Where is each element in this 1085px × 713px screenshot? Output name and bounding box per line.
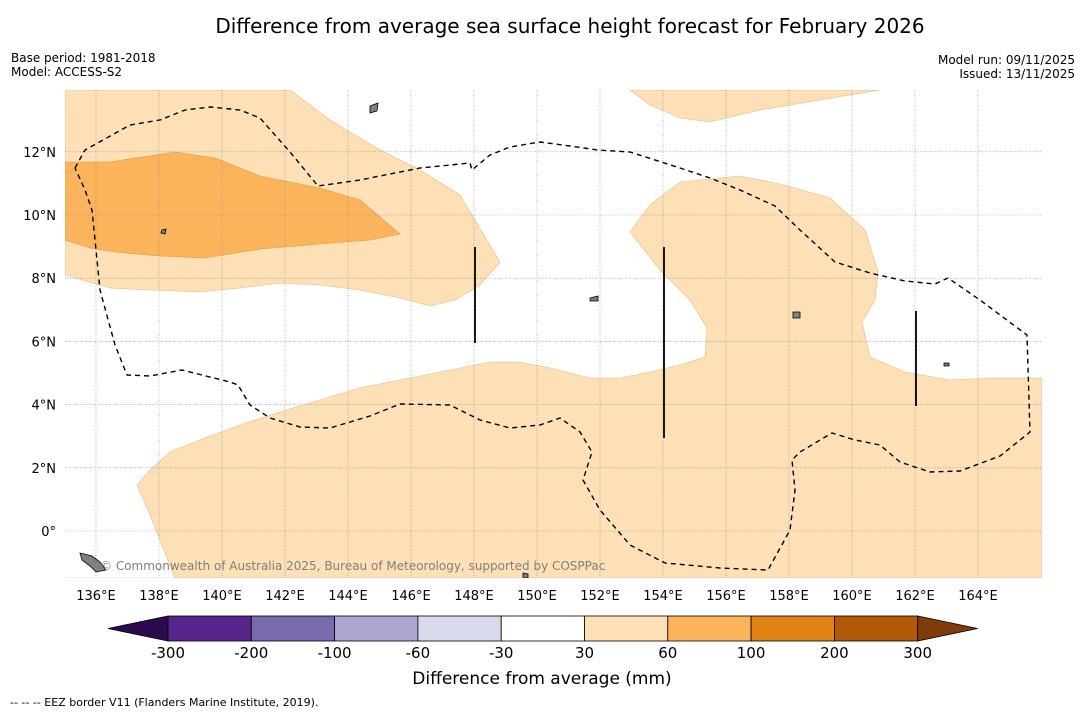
- colorbar-segment: [334, 615, 419, 642]
- map-title: Difference from average sea surface heig…: [215, 14, 925, 38]
- colorbar-tick-label: -60: [406, 644, 431, 662]
- colorbar-title: Difference from average (mm): [412, 669, 671, 689]
- colorbar-tick-label: -30: [489, 644, 514, 662]
- colorbar-tick-label: 60: [658, 644, 677, 662]
- colorbar-segment: [167, 615, 252, 642]
- lat-tick-label: 2°N: [32, 462, 57, 477]
- colorbar-segment: [834, 615, 919, 642]
- lon-tick-label: 154°E: [643, 589, 683, 604]
- colorbar-segment: [667, 615, 752, 642]
- lon-tick-label: 156°E: [706, 589, 746, 604]
- colorbar-extend-low: [107, 615, 169, 642]
- islands: [79, 102, 950, 578]
- eez-footnote: -- -- -- EEZ border V11 (Flanders Marine…: [10, 696, 319, 709]
- colorbar: -300 -200 -100 -60 -30 30 60 100 200 300: [107, 615, 978, 662]
- meta-left: Base period: 1981-2018 Model: ACCESS-S2: [11, 51, 156, 79]
- colorbar-tick-label: 200: [820, 644, 849, 662]
- lat-tick-label: 10°N: [23, 209, 56, 224]
- lat-tick-label: 6°N: [32, 335, 57, 350]
- lon-tick-label: 164°E: [958, 589, 998, 604]
- copyright-text: © Commonwealth of Australia 2025, Bureau…: [100, 559, 605, 573]
- meta-right: Model run: 09/11/2025 Issued: 13/11/2025: [938, 53, 1075, 81]
- lon-tick-label: 148°E: [454, 589, 494, 604]
- lon-tick-label: 160°E: [832, 589, 872, 604]
- map-area: [65, 90, 1042, 578]
- colorbar-tick-label: 300: [903, 644, 932, 662]
- base-period: Base period: 1981-2018: [11, 51, 156, 65]
- colorbar-tick-label: -200: [234, 644, 268, 662]
- lat-tick-label: 8°N: [32, 272, 57, 287]
- reference-lines: [474, 247, 917, 438]
- lat-tick-label: 12°N: [23, 146, 56, 161]
- latitude-tick-labels: 0° 2°N 4°N 6°N 8°N 10°N 12°N: [23, 146, 56, 540]
- lon-tick-label: 162°E: [895, 589, 935, 604]
- model-name: Model: ACCESS-S2: [11, 65, 123, 79]
- colorbar-tick-label: -100: [318, 644, 352, 662]
- colorbar-extend-high: [917, 615, 978, 642]
- lon-tick-label: 144°E: [328, 589, 368, 604]
- colorbar-segment: [250, 615, 336, 642]
- colorbar-segment: [500, 615, 585, 642]
- anomaly-region-30-60: [65, 175, 1042, 578]
- lon-tick-label: 142°E: [265, 589, 305, 604]
- colorbar-segment: [584, 615, 669, 642]
- lon-tick-label: 146°E: [391, 589, 431, 604]
- anomaly-region-60-100: [65, 151, 401, 259]
- eez-border: [74, 106, 1031, 571]
- lon-tick-label: 136°E: [76, 589, 116, 604]
- gridlines: [65, 90, 1042, 578]
- colorbar-segment: [417, 615, 502, 642]
- colorbar-tick-label: 30: [575, 644, 594, 662]
- model-run: Model run: 09/11/2025: [937, 53, 1075, 67]
- longitude-tick-labels: 136°E 138°E 140°E 142°E 144°E 146°E 148°E 150°E…: [76, 589, 998, 604]
- lat-tick-label: 0°: [41, 525, 56, 540]
- lon-tick-label: 150°E: [517, 589, 557, 604]
- colorbar-tick-label: -300: [151, 644, 185, 662]
- lon-tick-label: 138°E: [139, 589, 179, 604]
- lon-tick-label: 140°E: [202, 589, 242, 604]
- colorbar-tick-label: 100: [737, 644, 766, 662]
- colorbar-segment: [750, 615, 835, 642]
- issued-date: Issued: 13/11/2025: [959, 67, 1075, 81]
- anomaly-region-30-60: [629, 90, 881, 123]
- lon-tick-label: 158°E: [769, 589, 809, 604]
- lon-tick-label: 152°E: [580, 589, 620, 604]
- lat-tick-label: 4°N: [32, 399, 57, 414]
